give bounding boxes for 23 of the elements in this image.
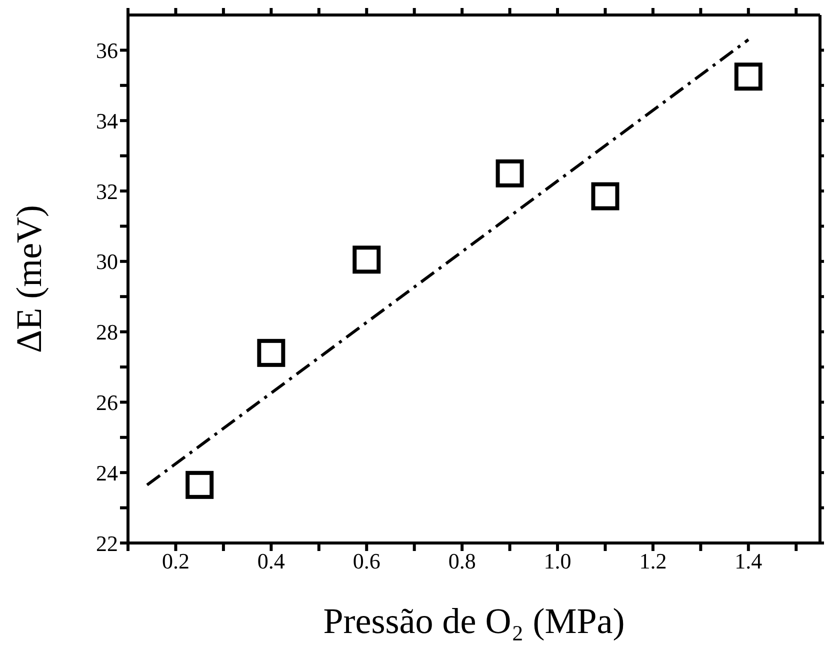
- x-tick-label: 0.4: [257, 548, 285, 574]
- x-tick-label: 0.6: [352, 548, 380, 574]
- point: [734, 62, 762, 91]
- y-tick-label: 32: [96, 178, 118, 204]
- point: [352, 246, 381, 274]
- y-axis-title: ΔE (meV): [8, 204, 49, 354]
- x-tick-label: 1.4: [734, 548, 762, 574]
- x-tick-label: 0.2: [162, 548, 190, 574]
- x-tick-label: 1.0: [544, 548, 572, 574]
- point: [257, 338, 286, 367]
- point: [186, 470, 214, 499]
- y-tick-label: 26: [96, 390, 118, 416]
- x-axis-title: Pressão de O₂ (MPa): [323, 601, 625, 641]
- x-tick-label: 1.2: [639, 548, 667, 574]
- y-tick-label: 22: [96, 530, 118, 556]
- y-tick-label: 36: [96, 38, 118, 64]
- y-tick-label: 28: [96, 320, 118, 345]
- y-tick-label: 34: [96, 108, 118, 134]
- y-tick-label: 24: [96, 460, 118, 486]
- x-tick-label: 0.8: [448, 548, 476, 574]
- point: [496, 159, 524, 188]
- point: [591, 182, 620, 210]
- y-tick-label: 30: [96, 249, 118, 274]
